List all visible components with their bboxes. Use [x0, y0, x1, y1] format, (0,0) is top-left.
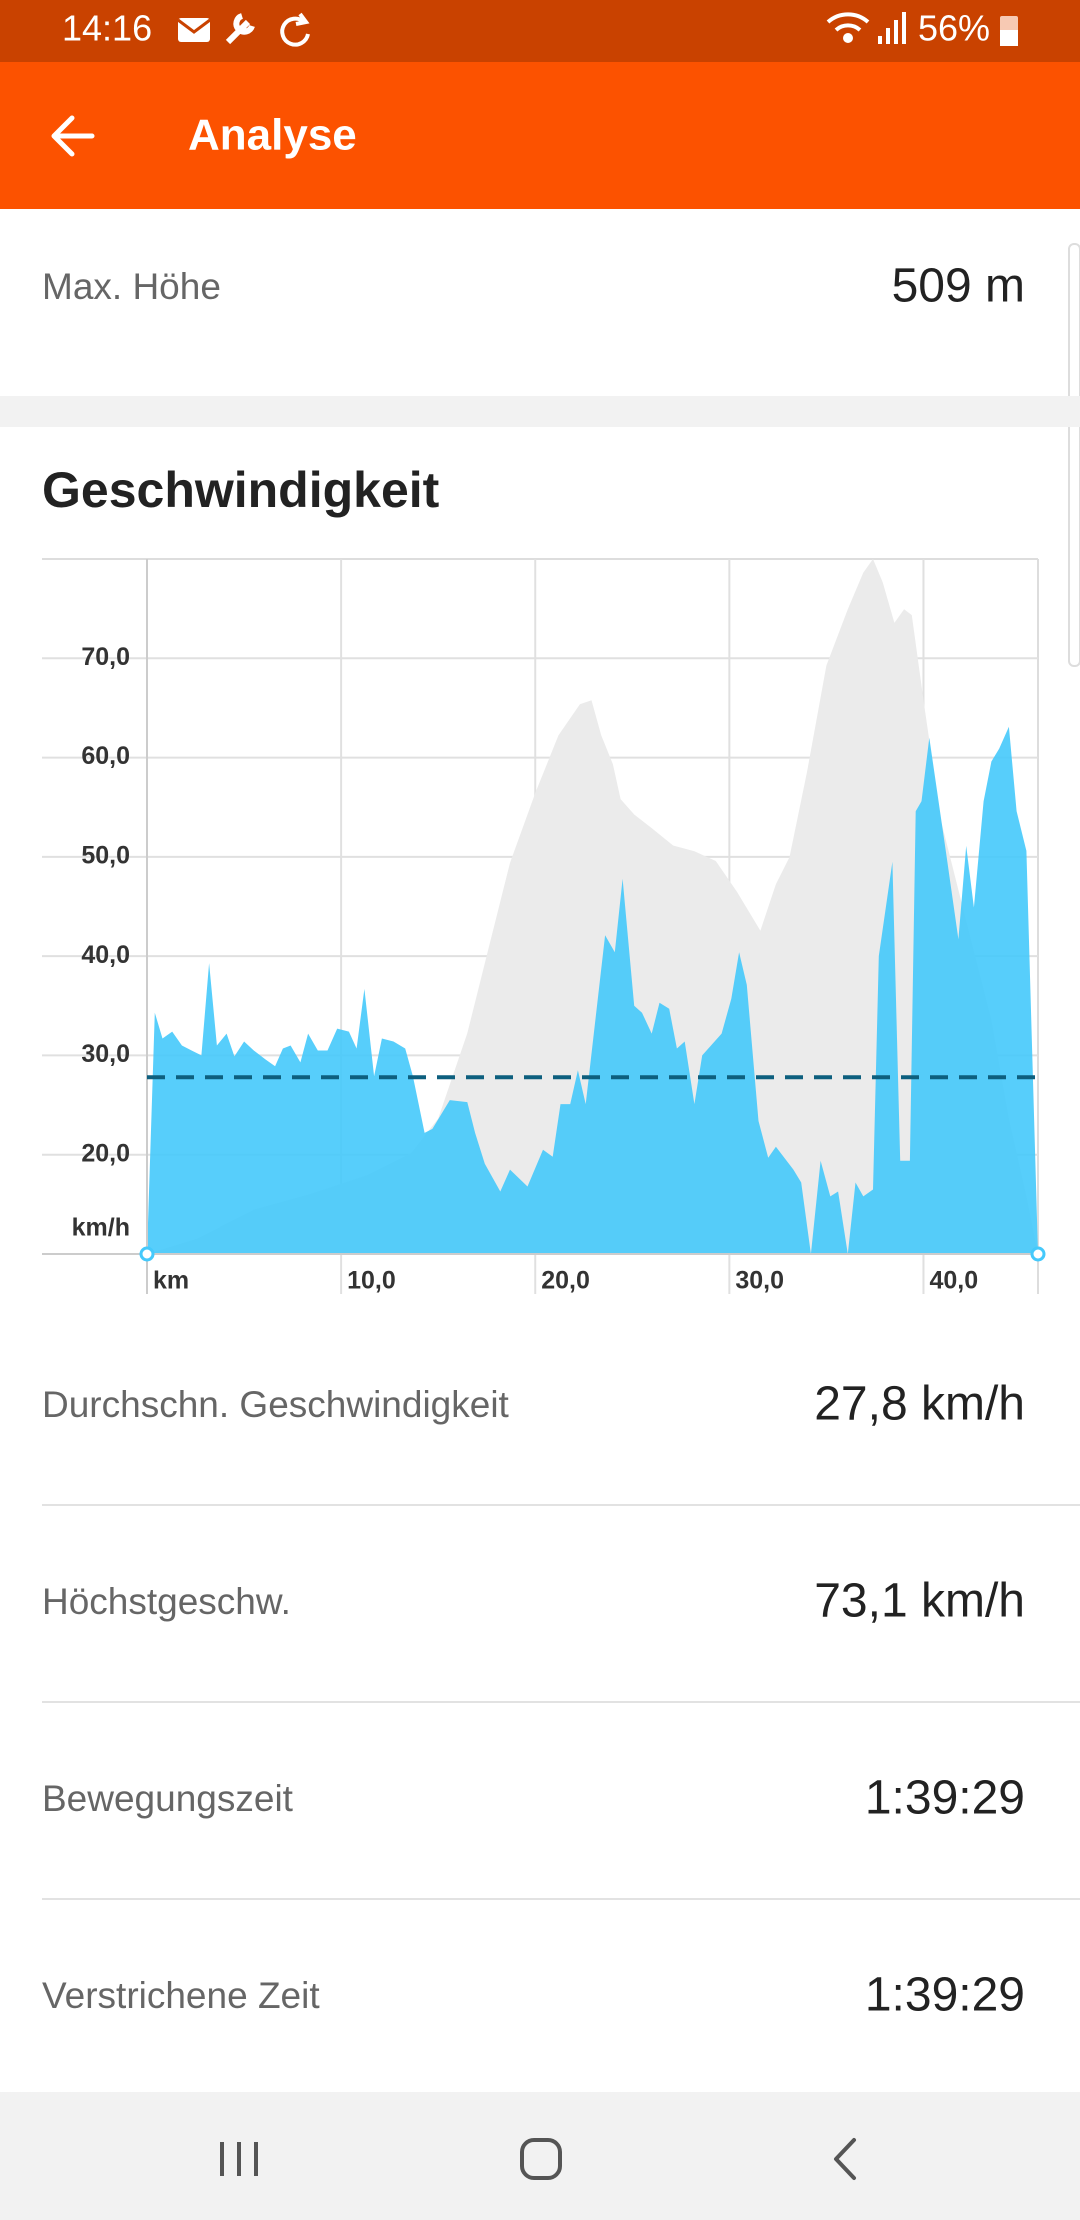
speed-chart: 20,0 30,0 40,0 50,0 60,0 70,0 km/h 10,0 20,0 30,0…	[42, 558, 1046, 1295]
stat-value: 1:39:29	[865, 1969, 1025, 2022]
nav-recents[interactable]	[220, 2142, 258, 2176]
stat-value: 27,8 km/h	[814, 1378, 1025, 1431]
stats-list: Durchschn. Geschwindigkeit 27,8 km/h Höchs…	[42, 1378, 1080, 2022]
axis-end-dot	[139, 1246, 155, 1262]
y-tick-label: 20,0	[81, 1139, 130, 1167]
axis-end-dot	[1030, 1246, 1046, 1262]
back-button[interactable]	[51, 115, 95, 157]
nav-back[interactable]	[834, 2138, 856, 2180]
x-tick-label: 10,0	[347, 1267, 396, 1295]
x-axis-label: km	[153, 1267, 189, 1295]
section-divider	[0, 396, 1080, 427]
stat-value: 1:39:29	[865, 1772, 1025, 1825]
elevation-area	[147, 559, 1038, 1254]
stat-label: Höchstgeschw.	[42, 1581, 291, 1622]
x-tick-label: 30,0	[735, 1267, 784, 1295]
x-tick-label: 40,0	[929, 1267, 978, 1295]
y-tick-label: 30,0	[81, 1040, 130, 1068]
status-time: 14:16	[62, 8, 152, 49]
battery-percent: 56%	[918, 8, 990, 49]
app-title: Analyse	[188, 111, 357, 160]
x-tick-label: 20,0	[541, 1267, 590, 1295]
stat-label: Bewegungszeit	[42, 1778, 294, 1819]
stat-label: Durchschn. Geschwindigkeit	[42, 1384, 510, 1425]
stat-label: Verstrichene Zeit	[42, 1975, 320, 2016]
status-icons	[177, 12, 906, 47]
y-tick-label: 50,0	[81, 841, 130, 869]
battery-level	[1000, 30, 1018, 46]
nav-bar	[0, 2092, 1080, 2220]
section-title: Geschwindigkeit	[42, 462, 440, 518]
summary-value: 509 m	[892, 260, 1025, 313]
y-axis-label: km/h	[72, 1214, 130, 1242]
app-bar	[0, 62, 1080, 209]
nav-home[interactable]	[520, 2138, 562, 2180]
speed-area	[147, 726, 1038, 1254]
scrollbar	[1068, 243, 1080, 667]
stat-value: 73,1 km/h	[814, 1575, 1025, 1628]
y-tick-label: 60,0	[81, 742, 130, 770]
summary-label: Max. Höhe	[42, 266, 221, 307]
y-tick-label: 40,0	[81, 941, 130, 969]
y-tick-label: 70,0	[81, 643, 130, 671]
